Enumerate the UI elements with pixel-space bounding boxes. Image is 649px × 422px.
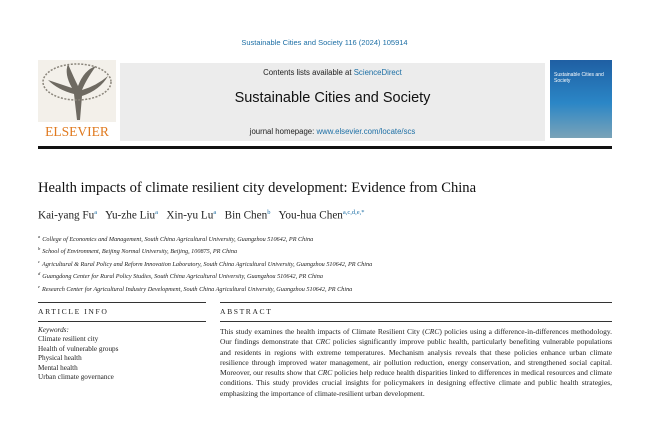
publisher-logo: ELSEVIER <box>38 60 116 139</box>
affiliation-text: Research Center for Agricultural Industr… <box>42 285 353 293</box>
affiliation-text: College of Economics and Management, Sou… <box>42 236 314 244</box>
abstract-heading: ABSTRACT <box>220 307 273 316</box>
abstract-segment: policies significantly improve public he… <box>220 337 612 378</box>
rule <box>220 321 612 322</box>
rule <box>38 302 206 303</box>
affiliation-mark: e <box>38 283 40 289</box>
affiliation: d Guangdong Center for Rural Policy Studi… <box>38 269 372 281</box>
cover-title: Sustainable Cities and Society <box>554 72 604 84</box>
affiliation-mark: d <box>38 271 41 277</box>
contents-prefix: Contents lists available at <box>263 68 352 77</box>
homepage-line: journal homepage: www.elsevier.com/locat… <box>120 127 545 136</box>
tree <box>48 64 108 120</box>
abstract-segment: CRC <box>424 327 440 336</box>
journal-ref: Sustainable Cities and Society 116 (2024… <box>241 38 408 47</box>
abstract-text: This study examines the health impacts o… <box>220 327 612 399</box>
affiliation: a College of Economics and Management, So… <box>38 232 372 244</box>
affiliations: a College of Economics and Management, So… <box>38 232 372 294</box>
author: Bin Chen <box>224 209 268 222</box>
keywords-label: Keywords: <box>38 326 69 334</box>
author: Yu-zhe Liu <box>105 209 156 222</box>
author-sup: a <box>213 209 217 216</box>
tree-crown <box>42 63 112 101</box>
abstract-segment: policies help reduce health disparities … <box>220 368 612 398</box>
abstract-segment: CRC <box>317 368 333 378</box>
affiliation: b School of Environment, Beijing Normal U… <box>38 244 372 256</box>
affiliation-text: Guangdong Center for Rural Policy Studie… <box>42 273 323 281</box>
rule <box>38 321 206 322</box>
author: Xin-yu Lu <box>166 209 214 222</box>
authors: Kai-yang Fua Yu-zhe Liua Xin-yu Lua Bin … <box>38 209 365 222</box>
author-sup: a <box>155 209 159 216</box>
author: Kai-yang Fu <box>38 209 95 222</box>
keyword: Urban climate governance <box>38 373 114 382</box>
affiliation-text: Agricultural & Rural Policy and Reform I… <box>42 261 373 268</box>
homepage-link[interactable]: www.elsevier.com/locate/scs <box>316 127 416 136</box>
keyword: Health of vulnerable groups <box>38 344 119 353</box>
publisher-name: ELSEVIER <box>45 124 109 139</box>
journal-banner: Contents lists available at ScienceDirec… <box>120 63 545 141</box>
abstract-segment: ) policies using a difference-in-differe… <box>220 327 612 347</box>
affiliation: e Research Center for Agricultural Indust… <box>38 282 372 294</box>
keywords: Keywords: Climate resilient city Health … <box>38 326 118 382</box>
header-rule <box>38 146 612 149</box>
sciencedirect-link[interactable]: ScienceDirect <box>353 68 402 77</box>
keyword: Climate resilient city <box>38 335 99 344</box>
affiliation: c Agricultural & Rural Policy and Reform … <box>38 257 372 269</box>
affiliation-text: School of Environment, Beijing Normal Un… <box>42 248 238 256</box>
journal-cover: Sustainable Cities and Society <box>550 60 612 138</box>
homepage-prefix: journal homepage: <box>249 127 315 136</box>
author: You-hua Chen <box>278 209 343 222</box>
author-sup: a <box>94 209 98 216</box>
rule <box>220 302 612 303</box>
affiliation-mark: c <box>38 258 40 264</box>
abstract-segment: This study examines the health impacts o… <box>220 327 425 336</box>
affiliation-mark: a <box>38 234 41 239</box>
author-sup: a,c,d,e,* <box>342 209 365 216</box>
contents-line: Contents lists available at ScienceDirec… <box>120 68 545 77</box>
keyword: Physical health <box>38 354 82 363</box>
author-sup: b <box>267 209 271 216</box>
affiliation-mark: b <box>38 246 41 252</box>
keyword: Mental health <box>38 363 78 372</box>
abstract-segment: CRC <box>315 337 331 347</box>
article-info-heading: ARTICLE INFO <box>38 307 109 316</box>
article-title: Health impacts of climate resilient city… <box>38 180 477 196</box>
journal-title: Sustainable Cities and Society <box>234 90 431 106</box>
